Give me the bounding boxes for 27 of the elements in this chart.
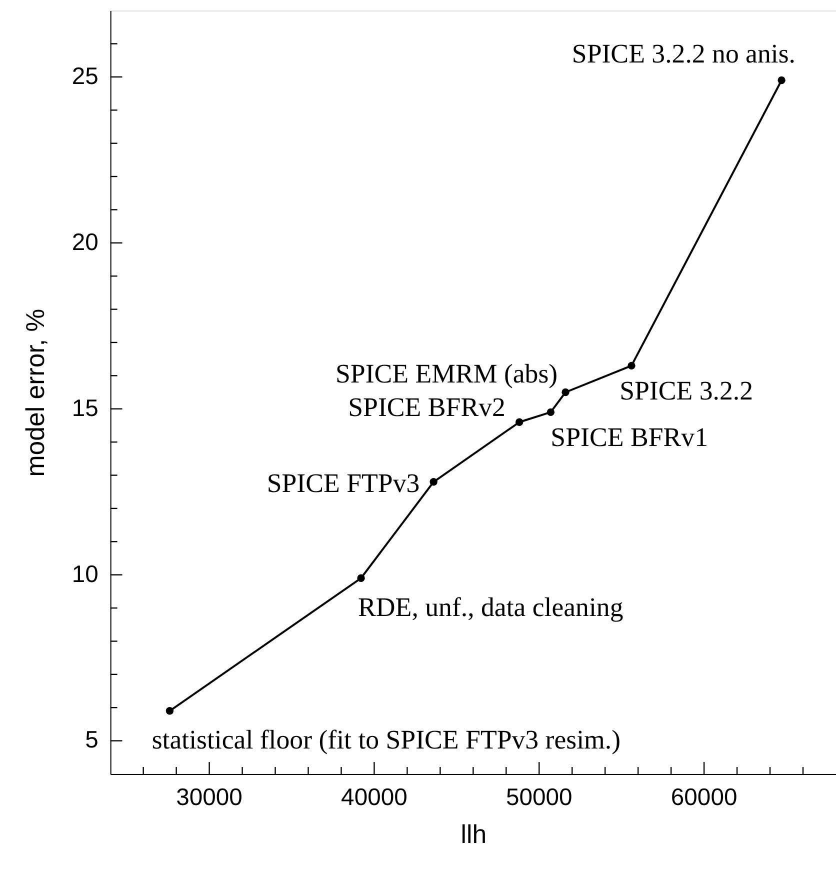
- point: [628, 362, 636, 370]
- y-tick-label: 20: [72, 228, 98, 256]
- y-tick-label: 5: [85, 726, 98, 754]
- point: [546, 408, 555, 416]
- x-tick-label: 60000: [670, 784, 738, 811]
- x-axis-title: llh: [460, 821, 487, 850]
- y-tick-label: 25: [72, 62, 98, 90]
- x-tick-label: 50000: [506, 784, 572, 811]
- annotation: SPICE 3.2.2: [620, 376, 753, 406]
- point: [166, 707, 174, 715]
- point: [562, 388, 570, 396]
- point: [516, 418, 524, 426]
- x-tick-label: 40000: [341, 784, 408, 811]
- annotation: statistical floor (fit to SPICE FTPv3 resim.): [152, 724, 621, 755]
- point: [357, 574, 365, 582]
- annotation: SPICE EMRM (abs): [335, 358, 558, 388]
- annotation: SPICE 3.2.2 no anis.: [572, 38, 796, 68]
- point: [430, 478, 438, 486]
- annotation: SPICE BFRv1: [550, 422, 708, 452]
- annotation: SPICE FTPv3: [266, 468, 420, 498]
- annotation: SPICE BFRv2: [348, 392, 506, 422]
- y-axis-title: model error, %: [22, 308, 50, 477]
- annotation: RDE, unf., data cleaning: [358, 592, 624, 622]
- y-tick-label: 10: [72, 560, 98, 588]
- point: [778, 76, 786, 84]
- x-tick-label: 30000: [176, 784, 242, 811]
- y-tick-label: 15: [72, 394, 98, 422]
